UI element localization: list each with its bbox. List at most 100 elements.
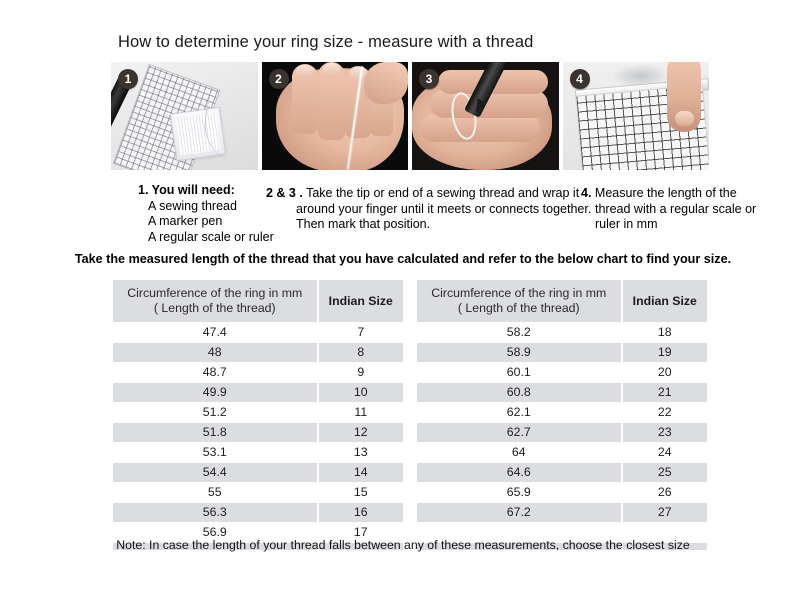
- table-row: 51.8 12: [113, 423, 403, 442]
- list-item: A regular scale or ruler: [148, 229, 274, 244]
- table-footer-strip: [113, 543, 403, 550]
- cell-circumference-mm: 54.4: [113, 463, 317, 482]
- table-row: 64 24: [417, 443, 707, 462]
- table-row: 62.7 23: [417, 423, 707, 442]
- photo-badge-3: 3: [419, 69, 439, 89]
- cell-indian-size: 15: [318, 483, 403, 502]
- lead-in-instruction: Take the measured length of the thread t…: [74, 252, 732, 266]
- cell-indian-size: 25: [622, 463, 707, 482]
- size-table-left: Circumference of the ring in mm ( Length…: [111, 279, 405, 551]
- finger-graphic: [667, 62, 701, 132]
- cell-indian-size: 19: [622, 343, 707, 362]
- cell-indian-size: 22: [622, 403, 707, 422]
- photo-badge-1: 1: [118, 69, 138, 89]
- instruction-photo-strip: 1 2 3: [111, 62, 709, 170]
- cell-circumference-mm: 60.8: [417, 383, 621, 402]
- cell-circumference-mm: 56.3: [113, 503, 317, 522]
- photo-step-1: 1: [111, 62, 258, 170]
- step-4-heading: 4.: [581, 186, 592, 200]
- table-row: 47.4 7: [113, 323, 403, 342]
- table-row: 60.1 20: [417, 363, 707, 382]
- cell-indian-size: 13: [318, 443, 403, 462]
- cell-circumference-mm: 47.4: [113, 323, 317, 342]
- cell-indian-size: 21: [622, 383, 707, 402]
- cell-circumference-mm: 64: [417, 443, 621, 462]
- cell-circumference-mm: 62.1: [417, 403, 621, 422]
- table-row: 54.4 14: [113, 463, 403, 482]
- cell-indian-size: 20: [622, 363, 707, 382]
- cell-circumference-mm: 51.8: [113, 423, 317, 442]
- cell-indian-size: 8: [318, 343, 403, 362]
- step-1-heading: 1. You will need:: [138, 183, 235, 197]
- cell-indian-size: 11: [318, 403, 403, 422]
- table-header-row: Circumference of the ring in mm ( Length…: [417, 280, 707, 322]
- step-2-3-text: Take the tip or end of a sewing thread a…: [296, 186, 592, 231]
- cell-indian-size: 10: [318, 383, 403, 402]
- cell-circumference-mm: 64.6: [417, 463, 621, 482]
- cell-indian-size: 23: [622, 423, 707, 442]
- step-instructions: 1. You will need: A sewing thread A mark…: [111, 183, 801, 245]
- pinching-hand-graphic: [364, 62, 408, 104]
- footer-strip-cell: [622, 543, 707, 550]
- cell-indian-size: 7: [318, 323, 403, 342]
- step-4-block: 4. Measure the length of the thread with…: [581, 186, 760, 233]
- table-row: 65.9 26: [417, 483, 707, 502]
- size-chart-right: Circumference of the ring in mm ( Length…: [415, 279, 709, 551]
- size-chart-left: Circumference of the ring in mm ( Length…: [111, 279, 405, 551]
- column-header-line2: ( Length of the thread): [457, 301, 580, 315]
- column-header-circumference: Circumference of the ring in mm ( Length…: [113, 280, 317, 322]
- table-row: 56.9 17: [113, 523, 403, 542]
- table-row: 60.8 21: [417, 383, 707, 402]
- table-row: 62.1 22: [417, 403, 707, 422]
- table-body-left: 47.4 7 48 8 48.7 9 49.9 10 51.2 11 51.8 12 53.1 13 54.…: [113, 323, 403, 550]
- cell-indian-size: 14: [318, 463, 403, 482]
- finger-graphic: [420, 114, 540, 142]
- cell-circumference-mm: 48.7: [113, 363, 317, 382]
- table-row: 53.1 13: [113, 443, 403, 462]
- photo-step-2: 2: [261, 62, 408, 170]
- table-row: 64.6 25: [417, 463, 707, 482]
- cell-circumference-mm: 56.9: [113, 523, 317, 542]
- footer-strip-cell: [417, 543, 621, 550]
- table-row: 67.2 27: [417, 503, 707, 522]
- column-header-line1: Circumference of the ring in mm: [431, 286, 607, 300]
- cell-circumference-mm: 62.7: [417, 423, 621, 442]
- size-chart-tables: Circumference of the ring in mm ( Length…: [111, 279, 709, 551]
- cell-circumference-mm: 60.1: [417, 363, 621, 382]
- photo-badge-4: 4: [569, 69, 590, 89]
- table-body-right: 58.2 18 58.9 19 60.1 20 60.8 21 62.1 22 62.7 23 64 24…: [417, 323, 707, 550]
- cell-circumference-mm: 49.9: [113, 383, 317, 402]
- cell-indian-size: 26: [622, 483, 707, 502]
- cell-empty: [417, 523, 621, 542]
- table-row: 56.3 16: [113, 503, 403, 522]
- cell-indian-size: 9: [318, 363, 403, 382]
- cell-indian-size: 17: [318, 523, 403, 542]
- cell-indian-size: 16: [318, 503, 403, 522]
- step-4-text: Measure the length of the thread with a …: [594, 186, 757, 231]
- cell-circumference-mm: 67.2: [417, 503, 621, 522]
- step-2-3-heading: 2 & 3 .: [266, 186, 303, 200]
- step-1-block: 1. You will need: A sewing thread A mark…: [138, 183, 313, 245]
- table-row: 51.2 11: [113, 403, 403, 422]
- fingernail-graphic: [295, 65, 313, 78]
- table-row: 48 8: [113, 343, 403, 362]
- cell-indian-size: 18: [622, 323, 707, 342]
- table-row: 48.7 9: [113, 363, 403, 382]
- size-table-right: Circumference of the ring in mm ( Length…: [415, 279, 709, 551]
- table-header-row: Circumference of the ring in mm ( Length…: [113, 280, 403, 322]
- list-item: A marker pen: [148, 214, 223, 228]
- photo-badge-2: 2: [268, 69, 289, 89]
- cell-circumference-mm: 53.1: [113, 443, 317, 462]
- cell-circumference-mm: 58.2: [417, 323, 621, 342]
- step-1-list: A sewing thread A marker pen A regular s…: [138, 199, 313, 246]
- footer-strip-cell: [113, 543, 317, 550]
- column-header-indian-size: Indian Size: [318, 280, 403, 322]
- column-header-line2: ( Length of the thread): [153, 301, 276, 315]
- step-2-3-block: 2 & 3 . Take the tip or end of a sewing …: [266, 186, 596, 233]
- table-row-empty: [417, 523, 707, 542]
- photo-step-4: 4: [562, 62, 709, 170]
- table-row: 58.2 18: [417, 323, 707, 342]
- cell-indian-size: 12: [318, 423, 403, 442]
- table-row: 58.9 19: [417, 343, 707, 362]
